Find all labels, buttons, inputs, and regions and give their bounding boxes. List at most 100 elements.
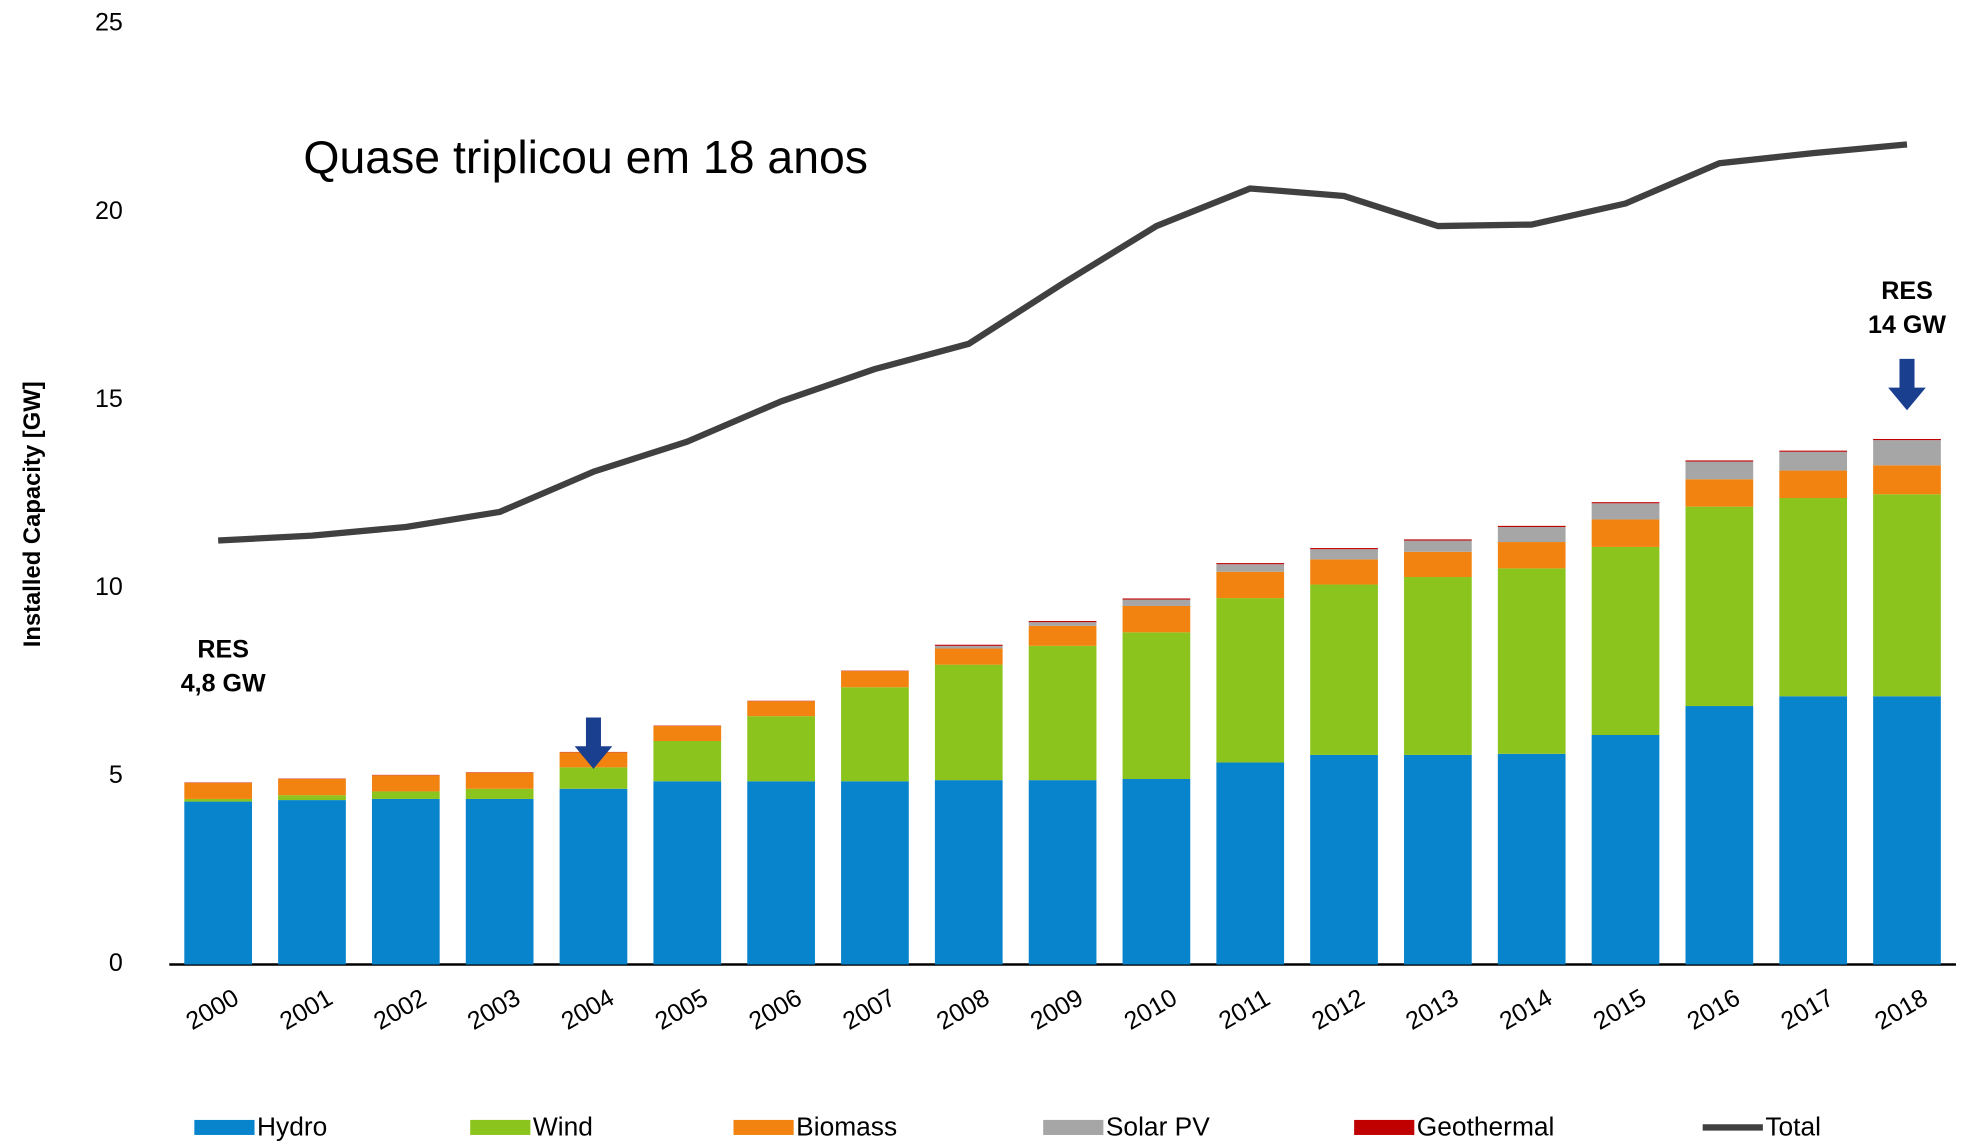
bar-segment	[559, 788, 628, 965]
bar-segment	[1028, 622, 1097, 626]
x-tick-label: 2012	[1307, 984, 1369, 1036]
x-tick-label: 2001	[275, 984, 337, 1036]
bar-segment	[1216, 571, 1285, 599]
bar-segment	[1685, 461, 1754, 480]
bar-segment	[1779, 450, 1848, 452]
bar-segment	[653, 741, 722, 782]
bar-segment	[1122, 605, 1191, 633]
annotation: 4,8 GW	[181, 669, 266, 697]
bar-segment	[934, 780, 1003, 965]
bar-segment	[934, 664, 1003, 781]
x-tick-label: 2009	[1026, 984, 1088, 1036]
bar-segment	[184, 801, 253, 965]
bar-segment	[1591, 503, 1660, 520]
bar-segment	[1404, 539, 1472, 541]
bar-segment	[1028, 780, 1097, 965]
legend-swatch	[470, 1119, 531, 1135]
bar-segment	[653, 725, 722, 742]
bar-segment	[278, 800, 346, 965]
bar-segment	[747, 701, 815, 717]
bar-segment	[934, 644, 1003, 646]
bar-segment	[1591, 734, 1660, 965]
bar-segment	[1591, 502, 1660, 504]
bar-segment	[653, 781, 722, 965]
bar-segment	[1779, 451, 1848, 471]
annotation: Quase triplicou em 18 anos	[303, 131, 868, 183]
legend-label: Geothermal	[1417, 1112, 1555, 1142]
legend-swatch	[1354, 1119, 1415, 1135]
legend-label: Biomass	[796, 1112, 897, 1142]
bar-segment	[559, 767, 628, 789]
bar-segment	[1873, 440, 1941, 466]
bar-segment	[371, 798, 440, 965]
bar-segment	[1216, 563, 1285, 565]
bar-segment	[1122, 632, 1191, 780]
legend-swatch	[1043, 1119, 1104, 1135]
total-line	[218, 141, 1908, 544]
legend-swatch	[194, 1119, 255, 1135]
x-tick-label: 2006	[744, 984, 806, 1036]
bar-segment	[1404, 754, 1472, 965]
bar-segment	[1310, 548, 1378, 550]
bar-segment	[1591, 546, 1660, 735]
bar-segment	[1873, 438, 1941, 441]
x-tick-label: 2011	[1214, 984, 1275, 1035]
arrow	[1888, 358, 1926, 411]
x-tick-label: 2015	[1589, 984, 1651, 1036]
bar-segment	[934, 648, 1003, 665]
y-tick-label: 25	[95, 9, 123, 37]
bar-segment	[1685, 506, 1754, 707]
legend-swatch	[733, 1119, 794, 1135]
bar-segment	[184, 798, 253, 802]
x-tick-label: 2000	[181, 984, 243, 1036]
y-tick-label: 5	[109, 761, 123, 789]
bar-segment	[1497, 753, 1566, 965]
y-tick-label: 15	[95, 385, 123, 413]
y-tick-label: 10	[95, 573, 123, 601]
bar-segment	[1216, 762, 1285, 965]
y-axis-label: Installed Capacity [GW]	[19, 381, 46, 647]
bar-segment	[1404, 577, 1472, 755]
x-tick-label: 2003	[463, 984, 525, 1036]
bar-segment	[1122, 779, 1191, 965]
bar-segment	[1779, 696, 1848, 965]
x-tick-label: 2014	[1495, 984, 1557, 1036]
bar-segment	[1028, 625, 1097, 646]
bar-segment	[1873, 465, 1941, 495]
bar-segment	[1685, 460, 1754, 462]
x-tick-label: 2004	[557, 984, 619, 1036]
bar-segment	[841, 687, 909, 782]
bar-segment	[1404, 551, 1472, 578]
bar-segment	[1591, 519, 1660, 547]
bar-segment	[934, 645, 1003, 649]
bar-segment	[1122, 599, 1191, 606]
bar-segment	[841, 671, 909, 688]
bar-segment	[465, 788, 534, 799]
x-tick-label: 2008	[932, 984, 994, 1036]
bar-segment	[1497, 542, 1566, 569]
bar-segment	[1779, 498, 1848, 697]
x-tick-label: 2010	[1120, 984, 1182, 1036]
bar-segment	[278, 779, 346, 796]
bar-segment	[1216, 564, 1285, 572]
bar-segment	[747, 716, 815, 782]
bar-segment	[184, 782, 253, 799]
bar-segment	[371, 791, 440, 799]
x-tick-label: 2018	[1870, 984, 1932, 1036]
bar-segment	[465, 772, 534, 789]
bar-segment	[1310, 584, 1378, 755]
bar-segment	[1122, 598, 1191, 600]
x-tick-label: 2005	[650, 984, 712, 1036]
y-tick-label: 20	[95, 197, 123, 225]
bar-segment	[1873, 494, 1941, 697]
bar-segment	[1310, 559, 1378, 585]
bar-segment	[1779, 470, 1848, 499]
bar-segment	[1310, 549, 1378, 560]
annotation: RES	[197, 636, 249, 664]
arrow	[574, 717, 613, 769]
x-tick-label: 2007	[838, 984, 900, 1036]
x-tick-label: 2016	[1682, 984, 1744, 1036]
bar-segment	[1497, 525, 1566, 527]
bar-segment	[1497, 526, 1566, 543]
